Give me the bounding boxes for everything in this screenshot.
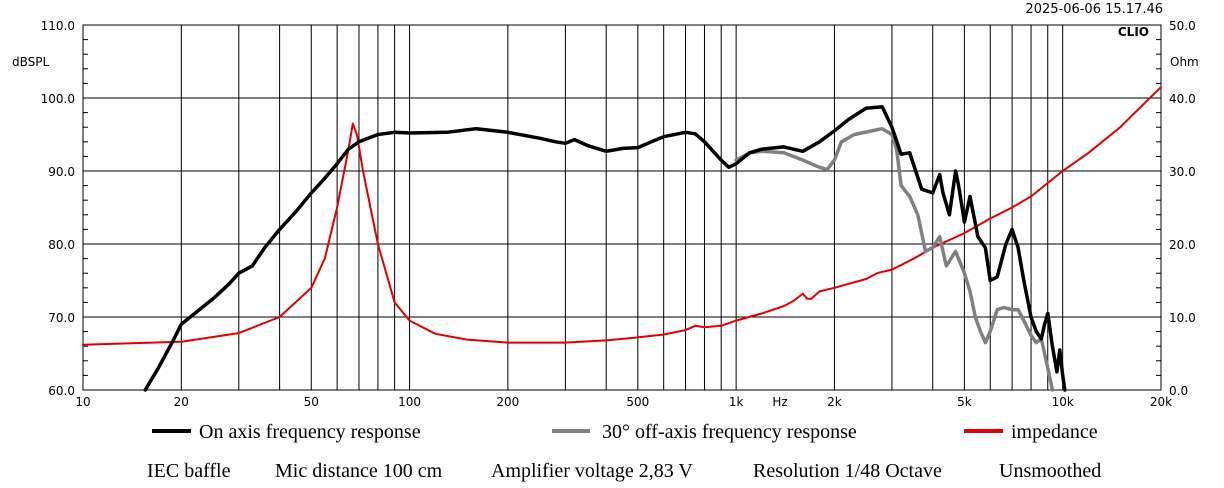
brand-label: CLIO — [1118, 25, 1149, 39]
info-smoothing: Unsmoothed — [999, 460, 1101, 482]
y-tick-label-right: 50.0 — [1169, 19, 1196, 33]
grid — [83, 25, 1161, 390]
info-resolution: Resolution 1/48 Octave — [753, 460, 942, 482]
y-tick-label-right: 10.0 — [1169, 311, 1196, 325]
y-tick-label: 110.0 — [41, 19, 75, 33]
x-tick-label: 20k — [1150, 395, 1172, 409]
y-tick-label: 60.0 — [48, 384, 75, 398]
x-tick-label: 200 — [496, 395, 519, 409]
plot-frame — [82, 24, 1162, 391]
x-tick-label: 50 — [304, 395, 319, 409]
legend-label-impedance: impedance — [1011, 421, 1098, 443]
legend: On axis frequency response 30° off-axis … — [152, 421, 1098, 443]
y-tick-label-right: 40.0 — [1169, 92, 1196, 106]
x-tick-label: 2k — [827, 395, 842, 409]
x-tick-label: 100 — [398, 395, 421, 409]
series-layer — [82, 86, 1162, 392]
y-tick-label-right: 0.0 — [1169, 384, 1188, 398]
legend-label-off-axis: 30° off-axis frequency response — [602, 421, 857, 443]
y-tick-label: 80.0 — [48, 238, 75, 252]
info-baffle: IEC baffle — [147, 460, 231, 482]
info-amplifier-voltage: Amplifier voltage 2,83 V — [491, 460, 693, 482]
y-axis-right-label: Ohm — [1170, 55, 1199, 69]
x-tick-label: 1k — [729, 395, 744, 409]
x-axis-label: Hz — [772, 395, 787, 409]
x-tick-label: 5k — [957, 395, 972, 409]
timestamp: 2025-06-06 15.17.46 — [1025, 2, 1163, 17]
y-tick-label-right: 20.0 — [1169, 238, 1196, 252]
info-mic-distance: Mic distance 100 cm — [275, 460, 443, 482]
legend-label-on-axis: On axis frequency response — [199, 421, 421, 443]
axis-ticks: 10 20 50 100 200 500 1k 2k 5k 10k 20k 60.0 70.0 80.0 9… — [41, 19, 1196, 409]
series-on-axis-line — [143, 105, 1067, 392]
measurement-info: IEC baffle Mic distance 100 cm Amplifier… — [147, 460, 1101, 482]
y-axis-label: dBSPL — [12, 55, 49, 69]
series-impedance-line — [82, 86, 1162, 346]
y-tick-label-right: 30.0 — [1169, 165, 1196, 179]
y-tick-label: 70.0 — [48, 311, 75, 325]
x-tick-label: 500 — [626, 395, 649, 409]
x-tick-label: 20 — [174, 395, 189, 409]
y-tick-label: 100.0 — [41, 92, 75, 106]
y-tick-label: 90.0 — [48, 165, 75, 179]
series-off-axis-line — [734, 126, 1055, 392]
x-tick-label: 10k — [1052, 395, 1074, 409]
x-tick-label: 10 — [75, 395, 90, 409]
